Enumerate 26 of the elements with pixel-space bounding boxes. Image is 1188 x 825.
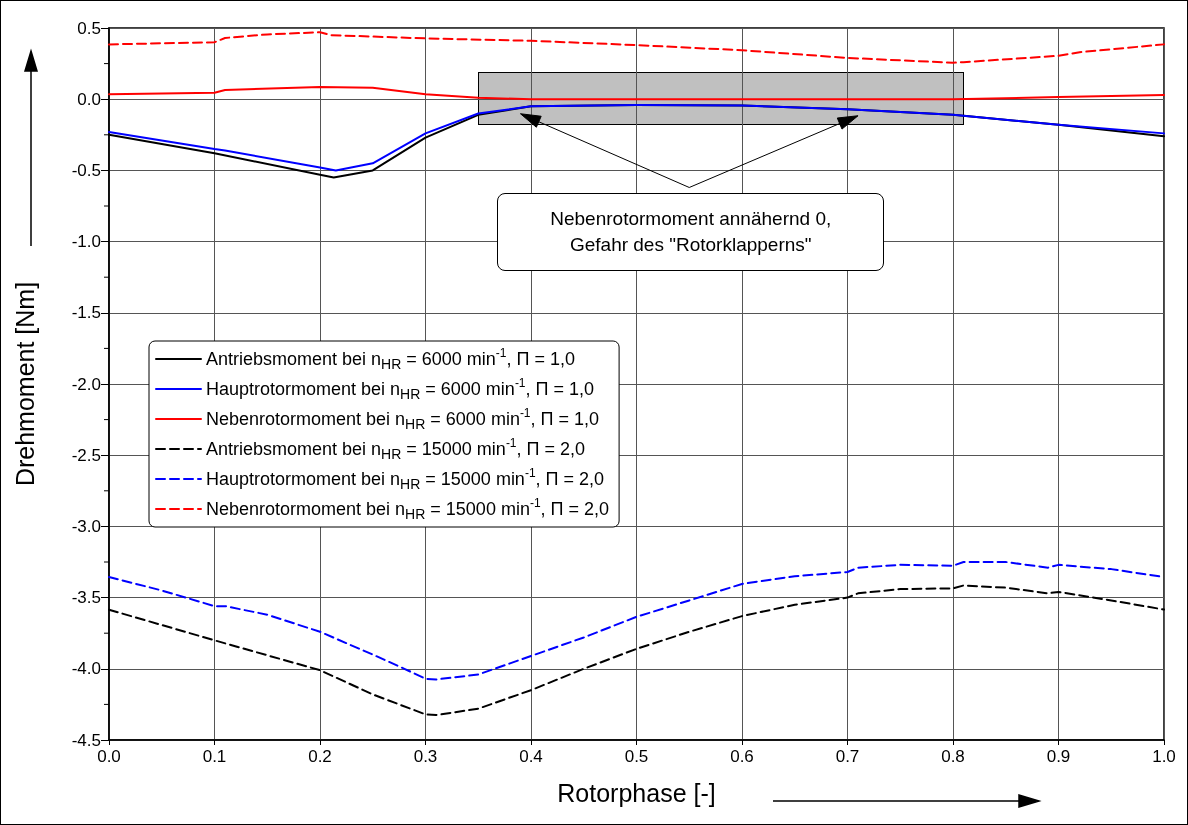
y-tick-label: 0.0 <box>77 89 101 109</box>
x-tick-label: 0.6 <box>730 747 754 766</box>
y-tick-label: -3.0 <box>71 516 101 536</box>
y-tick-label: -3.5 <box>71 588 101 608</box>
y-tick-label: -1.5 <box>71 303 101 323</box>
x-tick-label: 0.3 <box>413 747 438 766</box>
x-tick-label: 0.5 <box>624 747 649 766</box>
y-tick-label: -2.0 <box>71 374 101 394</box>
line-series <box>108 86 1165 101</box>
x-tick-label: 0.7 <box>835 747 860 766</box>
y-tick-label: 0.5 <box>77 18 101 38</box>
x-tick-label: 0.2 <box>308 747 332 766</box>
y-tick-label: -1.0 <box>71 232 101 252</box>
callout-box: Nebenrotormoment annähernd 0, Gefahr des "Rotorklapperns" <box>497 193 885 272</box>
x-tick-label: 0.1 <box>202 747 227 766</box>
x-tick-label: 0.0 <box>97 747 121 766</box>
y-axis-title: Drehmoment [Nm] <box>10 281 39 487</box>
x-tick-label: 0.9 <box>1046 747 1071 766</box>
y-tick-label: -0.5 <box>71 160 101 180</box>
y-tick-label: -4.5 <box>71 730 101 750</box>
x-tick-label: 0.8 <box>941 747 965 766</box>
x-tick-label: 1.0 <box>1152 747 1176 766</box>
y-tick-label: -2.5 <box>71 445 101 465</box>
y-tick-label: -4.0 <box>71 659 101 679</box>
x-tick-label: 0.4 <box>519 747 543 766</box>
x-axis-title: Rotorphase [-] <box>557 778 716 807</box>
